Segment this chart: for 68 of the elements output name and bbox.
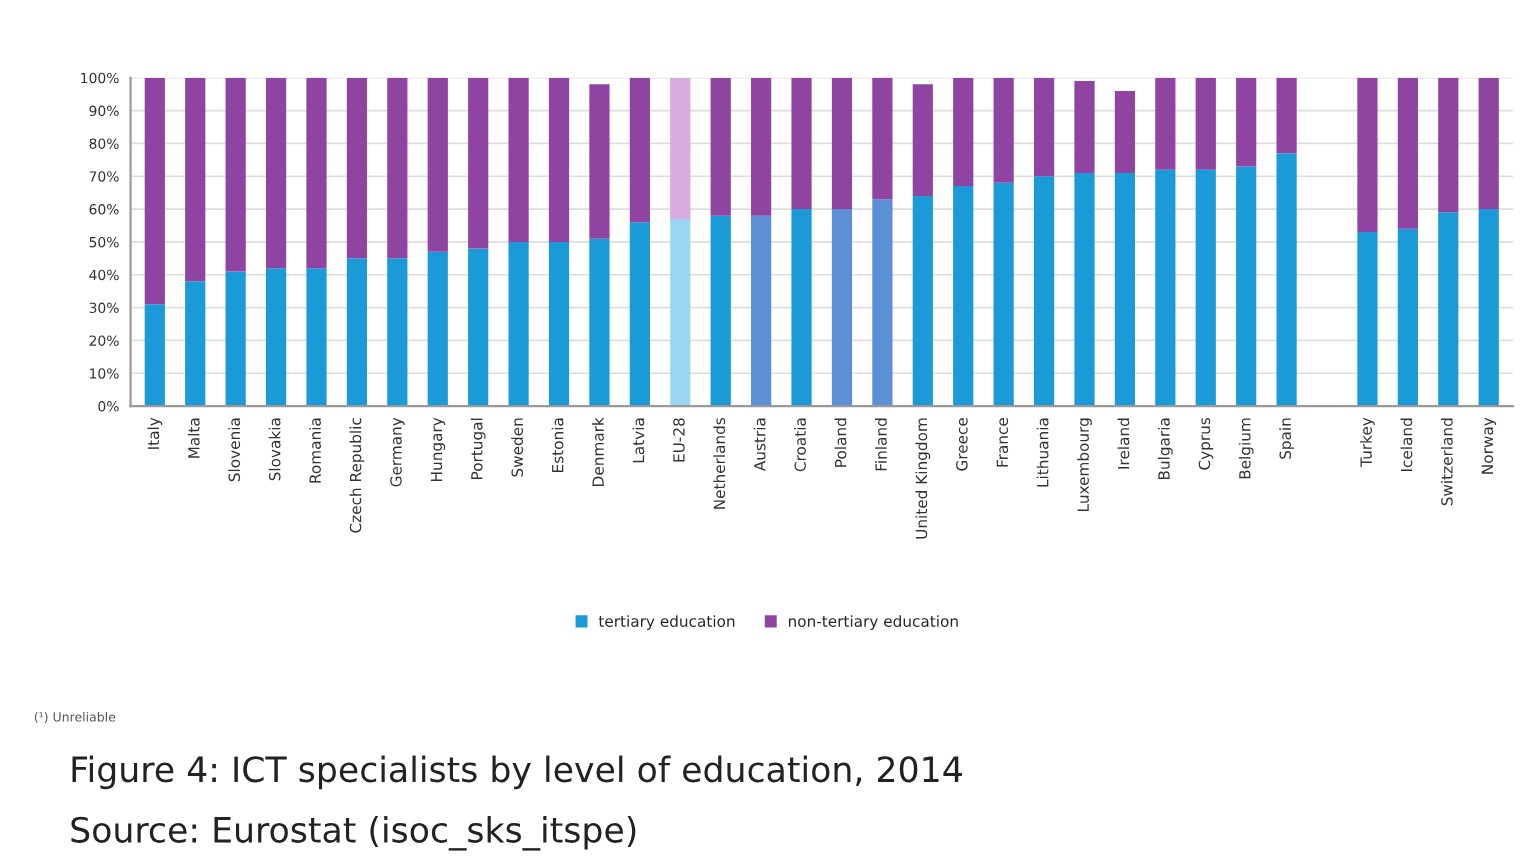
bar bbox=[710, 77, 731, 216]
bar bbox=[1397, 228, 1418, 407]
bar bbox=[225, 77, 246, 272]
bar bbox=[872, 199, 893, 407]
text: Figure 4: ICT specialists by level of education, 2014 bbox=[72, 755, 962, 790]
bar bbox=[346, 77, 368, 259]
bar bbox=[508, 241, 529, 407]
bar bbox=[1276, 153, 1297, 407]
bar bbox=[589, 238, 610, 407]
bar bbox=[548, 77, 570, 242]
bar bbox=[1236, 77, 1257, 167]
bar bbox=[185, 77, 206, 282]
bar bbox=[306, 77, 327, 269]
bar bbox=[265, 77, 287, 269]
bar bbox=[589, 84, 610, 239]
bar bbox=[831, 77, 853, 210]
bar bbox=[1114, 90, 1136, 173]
bar bbox=[144, 77, 165, 305]
bar bbox=[225, 271, 246, 407]
bar bbox=[1357, 232, 1378, 407]
bar bbox=[1074, 81, 1095, 173]
bar bbox=[1438, 212, 1459, 407]
bar bbox=[751, 215, 772, 407]
bar bbox=[387, 77, 408, 259]
bar bbox=[629, 222, 650, 407]
bar bbox=[265, 268, 287, 407]
bar bbox=[629, 77, 650, 223]
bar bbox=[1397, 77, 1418, 229]
bar bbox=[346, 258, 368, 407]
bar bbox=[387, 258, 408, 407]
bar bbox=[953, 186, 974, 407]
bar bbox=[1074, 172, 1095, 407]
bar bbox=[912, 84, 933, 196]
bar bbox=[1195, 77, 1216, 170]
bar bbox=[1155, 77, 1176, 170]
bar bbox=[1195, 169, 1216, 407]
bar bbox=[1236, 166, 1257, 407]
bar bbox=[751, 77, 772, 216]
bar bbox=[185, 281, 206, 407]
bar bbox=[1114, 172, 1136, 407]
bar bbox=[1276, 77, 1297, 154]
bar bbox=[912, 195, 933, 407]
bar bbox=[831, 209, 853, 407]
bar bbox=[1033, 77, 1055, 177]
bar bbox=[791, 209, 812, 407]
bar bbox=[427, 77, 448, 252]
bar bbox=[670, 77, 691, 219]
bar bbox=[993, 182, 1014, 407]
bar bbox=[791, 77, 812, 210]
bar bbox=[144, 304, 165, 407]
source-note: Source: Eurostat (isoc_sks_itspe) bbox=[71, 816, 636, 851]
bar bbox=[670, 218, 691, 407]
bar bbox=[1357, 77, 1378, 233]
bar bbox=[710, 215, 731, 407]
bar bbox=[468, 77, 489, 249]
bar bbox=[953, 77, 974, 187]
bar bbox=[1033, 176, 1055, 407]
bar bbox=[468, 248, 489, 407]
bar bbox=[993, 77, 1014, 183]
bar bbox=[548, 241, 570, 407]
bar bbox=[306, 268, 327, 407]
bar bbox=[508, 77, 529, 242]
bar bbox=[1438, 77, 1459, 213]
bar bbox=[1155, 169, 1176, 407]
bar bbox=[872, 77, 893, 200]
bar bbox=[1478, 209, 1499, 407]
bar bbox=[1478, 77, 1499, 210]
bar bbox=[427, 251, 448, 407]
